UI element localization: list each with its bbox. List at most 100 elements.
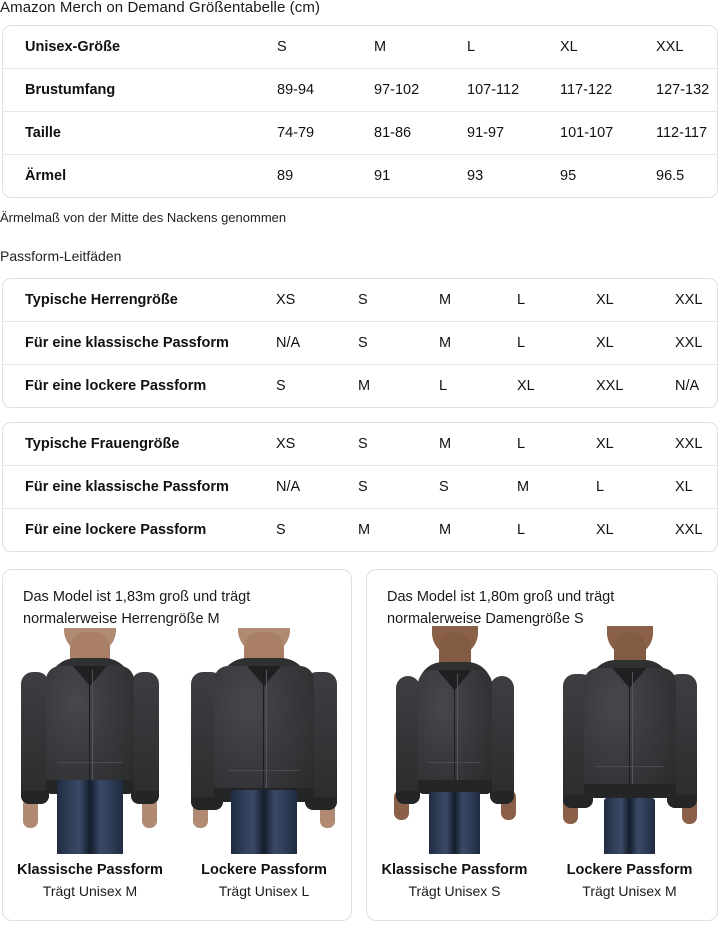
row-label: Für eine lockere Passform bbox=[3, 508, 276, 551]
cell-value: M bbox=[374, 39, 387, 55]
model-jeans bbox=[231, 790, 297, 854]
hoodie-pocket bbox=[58, 762, 122, 764]
hoodie-body bbox=[214, 666, 314, 802]
row-label: Für eine lockere Passform bbox=[3, 364, 276, 407]
cell-value: XL bbox=[596, 321, 675, 365]
mens-caption-relaxed: Lockere Passform Trägt Unisex L bbox=[177, 860, 351, 902]
cell-value: XXL bbox=[675, 292, 703, 308]
cell-value: XL bbox=[517, 364, 596, 407]
size-label: Trägt Unisex S bbox=[408, 883, 501, 899]
unisex-size-table: Unisex-Größe S M L XL XXL Brustumfang 89… bbox=[2, 25, 718, 198]
hoodie-pocket bbox=[596, 766, 663, 768]
hoodie-cuff-right bbox=[666, 795, 697, 808]
hoodie-zipper bbox=[263, 670, 267, 788]
row-label: Typische Frauengröße bbox=[25, 436, 180, 452]
cell-value: S bbox=[277, 39, 287, 55]
womens-fit-guide-table: Typische Frauengröße XS S M L XL XXL Für… bbox=[2, 422, 718, 552]
cell-value: 91-97 bbox=[467, 111, 560, 155]
mens-captions: Klassische Passform Trägt Unisex M Locke… bbox=[3, 860, 351, 902]
row-label: Unisex-Größe bbox=[25, 39, 121, 55]
fit-label: Lockere Passform bbox=[566, 862, 693, 878]
row-label: Taille bbox=[3, 111, 277, 155]
table-row: Für eine klassische Passform N/A S S M L… bbox=[3, 465, 717, 509]
cell-value: M bbox=[517, 465, 596, 509]
table-row: Taille 74-79 81-86 91-97 101-107 112-117 bbox=[3, 111, 717, 155]
cell-value: 127-132 bbox=[656, 68, 717, 112]
womens-model-note: Das Model ist 1,80m groß und trägt norma… bbox=[387, 589, 615, 627]
cell-value: M bbox=[358, 508, 439, 551]
model-photo-men-relaxed bbox=[189, 628, 339, 854]
fit-label: Klassische Passform bbox=[17, 862, 163, 878]
cell-value: 89-94 bbox=[277, 68, 374, 112]
hoodie-sleeve-right bbox=[131, 672, 159, 804]
cell-value: L bbox=[517, 508, 596, 551]
hoodie-cuff-right bbox=[489, 791, 514, 804]
table-row: Unisex-Größe S M L XL XXL bbox=[3, 26, 717, 69]
cell-value: L bbox=[517, 292, 526, 308]
hoodie-sleeve-left bbox=[395, 676, 420, 804]
mens-figure-relaxed bbox=[177, 628, 351, 854]
womens-captions: Klassische Passform Trägt Unisex S Locke… bbox=[367, 860, 717, 902]
mens-caption-classic: Klassische Passform Trägt Unisex M bbox=[3, 860, 177, 902]
cell-value: XS bbox=[276, 436, 296, 452]
womens-figure-classic bbox=[367, 626, 542, 854]
cell-value: XXL bbox=[675, 508, 717, 551]
fit-guides-heading: Passform-Leitfäden bbox=[0, 248, 122, 264]
cell-value: 112-117 bbox=[656, 111, 717, 155]
cell-value: XS bbox=[276, 292, 296, 308]
cell-value: 89 bbox=[277, 154, 374, 197]
cell-value: 95 bbox=[560, 154, 656, 197]
cell-value: XXL bbox=[675, 321, 717, 365]
size-label: Trägt Unisex L bbox=[218, 883, 310, 899]
table-row: Typische Herrengröße XS S M L XL XXL bbox=[3, 279, 717, 322]
table-row: Typische Frauengröße XS S M L XL XXL bbox=[3, 423, 717, 466]
cell-value: 96.5 bbox=[656, 154, 717, 197]
cell-value: XL bbox=[596, 436, 614, 452]
hoodie-cuff-left bbox=[562, 795, 593, 808]
cell-value: L bbox=[517, 321, 596, 365]
cell-value: XXL bbox=[596, 364, 675, 407]
row-label: Ärmel bbox=[3, 154, 277, 197]
mens-model-panel: Das Model ist 1,83m groß und trägt norma… bbox=[2, 569, 352, 921]
hoodie-pocket bbox=[228, 770, 300, 772]
cell-value: 107-112 bbox=[467, 68, 560, 112]
cell-value: 101-107 bbox=[560, 111, 656, 155]
cell-value: M bbox=[358, 364, 439, 407]
cell-value: 91 bbox=[374, 154, 467, 197]
table-row: Brustumfang 89-94 97-102 107-112 117-122… bbox=[3, 68, 717, 112]
cell-value: S bbox=[276, 508, 358, 551]
cell-value: XL bbox=[560, 39, 578, 55]
model-hand-right bbox=[142, 798, 157, 828]
hoodie-sleeve-left bbox=[21, 672, 49, 804]
sleeve-measure-note: Ärmelmaß von der Mitte des Nackens genom… bbox=[0, 210, 287, 225]
model-photo-men-classic bbox=[15, 628, 165, 854]
cell-value: N/A bbox=[276, 465, 358, 509]
womens-caption-classic: Klassische Passform Trägt Unisex S bbox=[367, 860, 542, 902]
row-label: Typische Herrengröße bbox=[25, 292, 178, 308]
cell-value: L bbox=[517, 436, 526, 452]
cell-value: M bbox=[439, 321, 517, 365]
mens-figures bbox=[3, 628, 351, 854]
fit-label: Klassische Passform bbox=[381, 862, 528, 878]
cell-value: L bbox=[439, 364, 517, 407]
cell-value: N/A bbox=[675, 364, 717, 407]
cell-value: L bbox=[596, 465, 675, 509]
cell-value: 81-86 bbox=[374, 111, 467, 155]
model-jeans bbox=[429, 792, 480, 854]
cell-value: M bbox=[439, 436, 452, 452]
cell-value: L bbox=[467, 39, 476, 55]
table-row: Für eine lockere Passform S M L XL XXL N… bbox=[3, 364, 717, 407]
page-title: Amazon Merch on Demand Größentabelle (cm… bbox=[0, 0, 321, 16]
hoodie-cuff-right bbox=[131, 791, 159, 804]
hoodie-sleeve-right bbox=[489, 676, 514, 804]
size-label: Trägt Unisex M bbox=[42, 883, 138, 899]
hoodie-zipper bbox=[628, 672, 633, 784]
womens-caption-relaxed: Lockere Passform Trägt Unisex M bbox=[542, 860, 717, 902]
womens-figure-relaxed bbox=[542, 626, 717, 854]
hoodie-zipper bbox=[453, 674, 458, 780]
cell-value: XL bbox=[596, 508, 675, 551]
row-label: Für eine klassische Passform bbox=[3, 321, 276, 365]
cell-value: N/A bbox=[276, 321, 358, 365]
mens-fit-guide-table: Typische Herrengröße XS S M L XL XXL Für… bbox=[2, 278, 718, 408]
